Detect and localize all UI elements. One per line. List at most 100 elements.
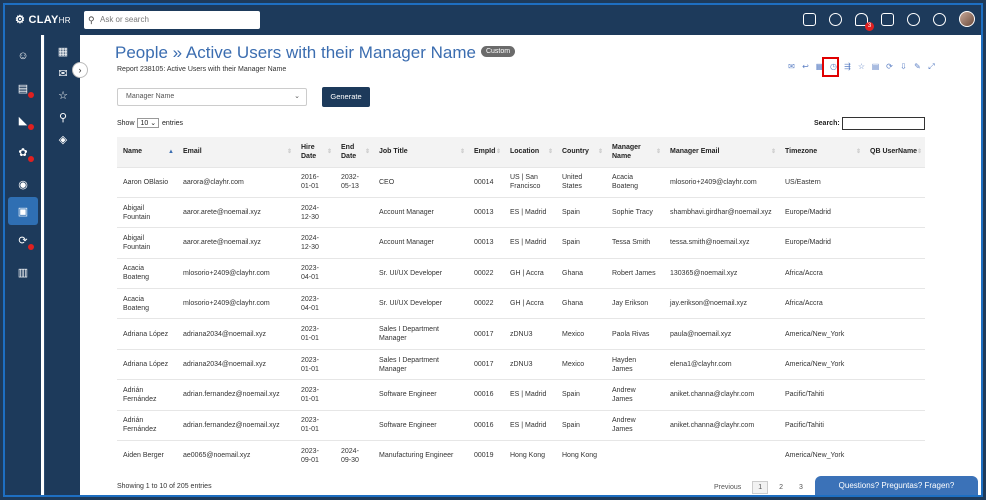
people-icon[interactable]: ☺: [17, 50, 29, 62]
table-cell: Sales I Department Manager: [373, 348, 468, 380]
highlighted-share-button[interactable]: [822, 57, 839, 77]
column-header[interactable]: Job Title ⇕: [373, 137, 468, 167]
compensation-icon[interactable]: ◉: [18, 178, 28, 191]
column-header[interactable]: Location ⇕: [504, 137, 556, 167]
column-header[interactable]: Name ▲: [117, 137, 177, 167]
user-avatar[interactable]: [959, 11, 975, 27]
table-cell: ES | Madrid: [504, 409, 556, 441]
table-cell: Hong Kong: [556, 440, 606, 471]
column-header-label: Name: [123, 148, 143, 156]
table-row[interactable]: Adrián Fernández adrian.fernandez@noemail…: [117, 409, 925, 441]
email-report-icon[interactable]: ✉: [788, 62, 795, 71]
table-header-row: Name ▲ Email ⇕ Hire Date ⇕ End Date ⇕ Job Title ⇕…: [117, 137, 925, 167]
grid-icon[interactable]: ▦: [815, 62, 824, 71]
share-icon[interactable]: ⇶: [844, 62, 851, 71]
table-cell: zDNU3: [504, 318, 556, 350]
table-cell: Jay Erikson: [606, 288, 664, 319]
table-cell: ES | Madrid: [504, 379, 556, 411]
download-icon[interactable]: ⇩: [900, 62, 907, 71]
inbox-nav-icon[interactable]: ✉: [58, 67, 68, 80]
table-cell: elena1@clayhr.com: [664, 348, 779, 380]
column-header[interactable]: Country ⇕: [556, 137, 606, 167]
search-nav-icon[interactable]: ⚲: [58, 111, 68, 124]
table-cell: 2023-01-01: [295, 409, 335, 441]
table-cell: Paola Rivas: [606, 318, 664, 350]
table-row[interactable]: Adriana López adriana2034@noemail.xyz 2023…: [117, 318, 925, 350]
table-cell: [864, 440, 925, 471]
undo-icon[interactable]: ↩: [802, 62, 809, 71]
table-row[interactable]: Acacia Boateng mlosorio+2409@clayhr.com 20…: [117, 257, 925, 289]
table-cell: 2023-04-01: [295, 257, 335, 289]
table-cell: GH | Accra: [504, 257, 556, 289]
page-title: People » Active Users with their Manager…: [115, 43, 516, 63]
table-row[interactable]: Aiden Berger ae0065@noemail.xyz 2023-09-01…: [117, 440, 925, 471]
entries-length-select[interactable]: 10 ⌄: [137, 118, 160, 128]
expand-icon[interactable]: ⤢: [928, 62, 935, 71]
table-cell: aaror.arete@noemail.xyz: [177, 227, 295, 259]
manager-name-select[interactable]: Manager Name ⌄: [117, 88, 307, 106]
bell-icon[interactable]: 3: [855, 12, 874, 31]
clipboard-icon[interactable]: ▥: [17, 266, 29, 279]
inbox-icon[interactable]: [803, 12, 816, 26]
table-cell: 00016: [468, 379, 504, 411]
column-header-label: Country: [562, 148, 589, 156]
settings-icon[interactable]: [933, 12, 946, 26]
layers-icon[interactable]: [829, 12, 842, 26]
table-cell: Andrew James: [606, 409, 664, 441]
recruit-icon[interactable]: ▤: [14, 79, 34, 98]
table-row[interactable]: Adriana López adriana2034@noemail.xyz 2023…: [117, 348, 925, 380]
column-header-label: Hire Date: [301, 143, 317, 160]
table-cell: Europe/Madrid: [779, 196, 864, 228]
logo[interactable]: ⚙ CLAYHR: [15, 14, 71, 26]
global-search-input[interactable]: ⚲ Ask or search: [84, 11, 260, 29]
sort-icon: ⇕: [459, 149, 465, 155]
reports-icon[interactable]: ▣: [8, 197, 38, 225]
help-icon[interactable]: [907, 12, 920, 26]
table-cell: 2023-01-01: [295, 379, 335, 411]
table-cell: ES | Madrid: [504, 227, 556, 259]
table-cell: adriana2034@noemail.xyz: [177, 318, 295, 350]
mail-icon[interactable]: [881, 12, 894, 26]
column-header[interactable]: Manager Email ⇕: [664, 137, 779, 167]
table-search-input[interactable]: [842, 117, 925, 130]
column-header[interactable]: EmpId ⇕: [468, 137, 504, 167]
layers-nav-icon[interactable]: ◈: [58, 133, 68, 146]
app-frame: ⚙ CLAYHR ⚲ Ask or search 3 ☺ ▤ ◣ ✿ ◉ ▣ ⟳…: [3, 3, 983, 497]
column-header[interactable]: Hire Date ⇕: [295, 137, 335, 167]
column-header[interactable]: QB UserName ⇕: [864, 137, 925, 167]
table-row[interactable]: Aaron OBlasio aarora@clayhr.com 2016-01-01…: [117, 166, 925, 198]
favorites-icon[interactable]: ☆: [58, 89, 68, 102]
dashboard-icon[interactable]: ▦: [57, 45, 69, 58]
table-cell: 00013: [468, 227, 504, 259]
generate-button[interactable]: Generate: [322, 87, 370, 107]
edit-icon[interactable]: ✎: [914, 62, 921, 71]
column-header[interactable]: End Date ⇕: [335, 137, 373, 167]
column-header[interactable]: Email ⇕: [177, 137, 295, 167]
column-header[interactable]: Timezone ⇕: [779, 137, 864, 167]
table-cell: 00017: [468, 348, 504, 380]
column-header[interactable]: Manager Name ⇕: [606, 137, 664, 167]
table-cell: [335, 288, 373, 319]
performance-icon[interactable]: ◣: [14, 111, 34, 130]
sort-icon: ⇕: [547, 149, 553, 155]
chat-widget-button[interactable]: Questions? Preguntas? Fragen?: [815, 476, 978, 495]
table-cell: Aiden Berger: [117, 440, 177, 471]
star-icon[interactable]: ☆: [857, 62, 866, 71]
refresh-icon[interactable]: ⟳: [886, 62, 893, 71]
table-cell: Acacia Boateng: [117, 288, 177, 319]
page-button-2[interactable]: 2: [779, 484, 784, 491]
timesheet-icon[interactable]: ⟳: [14, 231, 34, 250]
table-row[interactable]: Abigail Fountain aaror.arete@noemail.xyz 2…: [117, 227, 925, 259]
table-row[interactable]: Adrián Fernández adrian.fernandez@noemail…: [117, 379, 925, 411]
table-cell: 00013: [468, 196, 504, 228]
page-button-3[interactable]: 3: [799, 484, 803, 491]
table-row[interactable]: Acacia Boateng mlosorio+2409@clayhr.com 20…: [117, 288, 925, 319]
page-button-1[interactable]: 1: [752, 481, 769, 494]
print-icon[interactable]: ▤: [871, 62, 880, 71]
schedule-icon[interactable]: ◷: [830, 62, 837, 71]
table-cell: Africa/Accra: [779, 288, 864, 319]
benefits-icon[interactable]: ✿: [14, 143, 34, 162]
table-row[interactable]: Abigail Fountain aaror.arete@noemail.xyz 2…: [117, 196, 925, 228]
collapse-sidebar-button[interactable]: ›: [72, 62, 88, 78]
previous-page-button[interactable]: Previous: [714, 484, 742, 491]
